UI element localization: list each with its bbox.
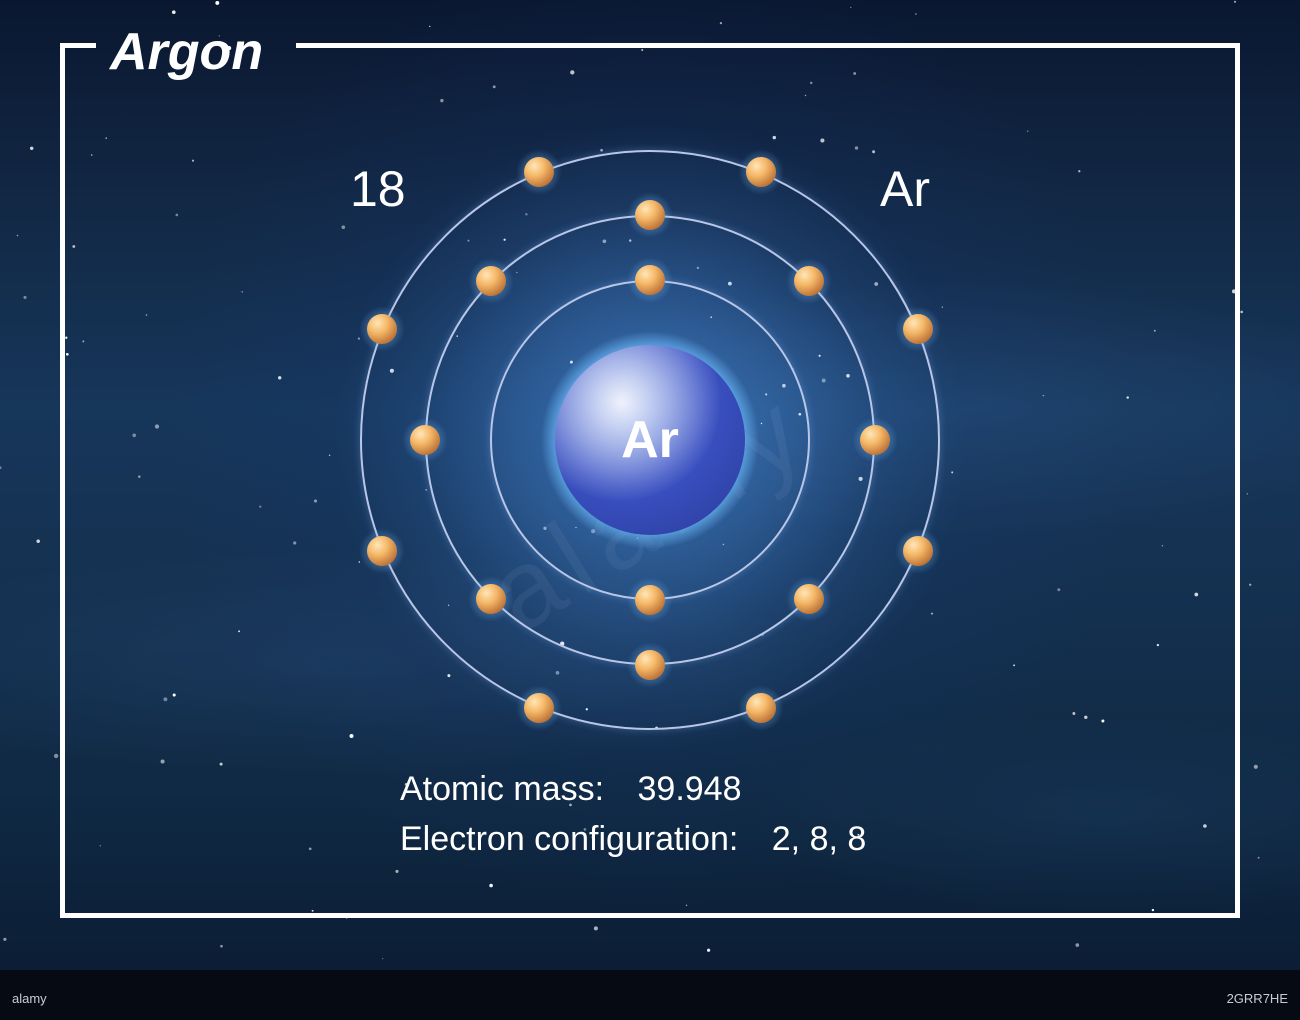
diagram-stage: alamy Argon 18 Ar Ar Atomic mass: 39.948…	[0, 0, 1300, 1020]
electron-ball	[794, 584, 824, 614]
electron-config-value: 2, 8, 8	[772, 820, 867, 858]
electron-ball	[367, 314, 397, 344]
electron-ball	[524, 157, 554, 187]
electron-ball	[476, 584, 506, 614]
electron	[635, 585, 665, 615]
nucleus: Ar	[555, 345, 745, 535]
atomic-mass-value: 39.948	[638, 770, 742, 808]
electron-ball	[794, 266, 824, 296]
electron-ball	[367, 536, 397, 566]
electron-ball	[476, 266, 506, 296]
electron-config-label: Electron configuration:	[400, 820, 738, 858]
electron	[635, 650, 665, 680]
electron	[635, 265, 665, 295]
electron-ball	[860, 425, 890, 455]
electron-ball	[410, 425, 440, 455]
electron-ball	[635, 265, 665, 295]
electron	[794, 266, 824, 296]
electron-ball	[746, 693, 776, 723]
electron	[367, 314, 397, 344]
electron	[746, 157, 776, 187]
electron-ball	[746, 157, 776, 187]
electron-ball	[635, 650, 665, 680]
atomic-mass-line: Atomic mass: 39.948	[400, 770, 742, 809]
electron	[635, 200, 665, 230]
electron	[367, 536, 397, 566]
electron-ball	[903, 314, 933, 344]
electron	[746, 693, 776, 723]
element-title: Argon	[100, 22, 273, 82]
credit-id: 2GRR7HE	[1227, 991, 1288, 1006]
electron-ball	[635, 200, 665, 230]
electron-config-line: Electron configuration: 2, 8, 8	[400, 820, 866, 859]
electron-ball	[524, 693, 554, 723]
frame-top-right	[296, 43, 1240, 48]
electron	[903, 314, 933, 344]
electron-ball	[635, 585, 665, 615]
electron	[794, 584, 824, 614]
electron	[476, 266, 506, 296]
atomic-mass-label: Atomic mass:	[400, 770, 604, 808]
electron	[860, 425, 890, 455]
footer-bar	[0, 970, 1300, 1020]
credit-brand: alamy	[12, 991, 47, 1006]
electron	[903, 536, 933, 566]
nucleus-label: Ar	[621, 410, 679, 470]
atomic-number-label: 18	[350, 160, 406, 218]
electron	[476, 584, 506, 614]
electron	[524, 693, 554, 723]
electron	[410, 425, 440, 455]
element-symbol-label: Ar	[880, 160, 930, 218]
electron	[524, 157, 554, 187]
electron-ball	[903, 536, 933, 566]
frame-top-left	[60, 43, 96, 48]
